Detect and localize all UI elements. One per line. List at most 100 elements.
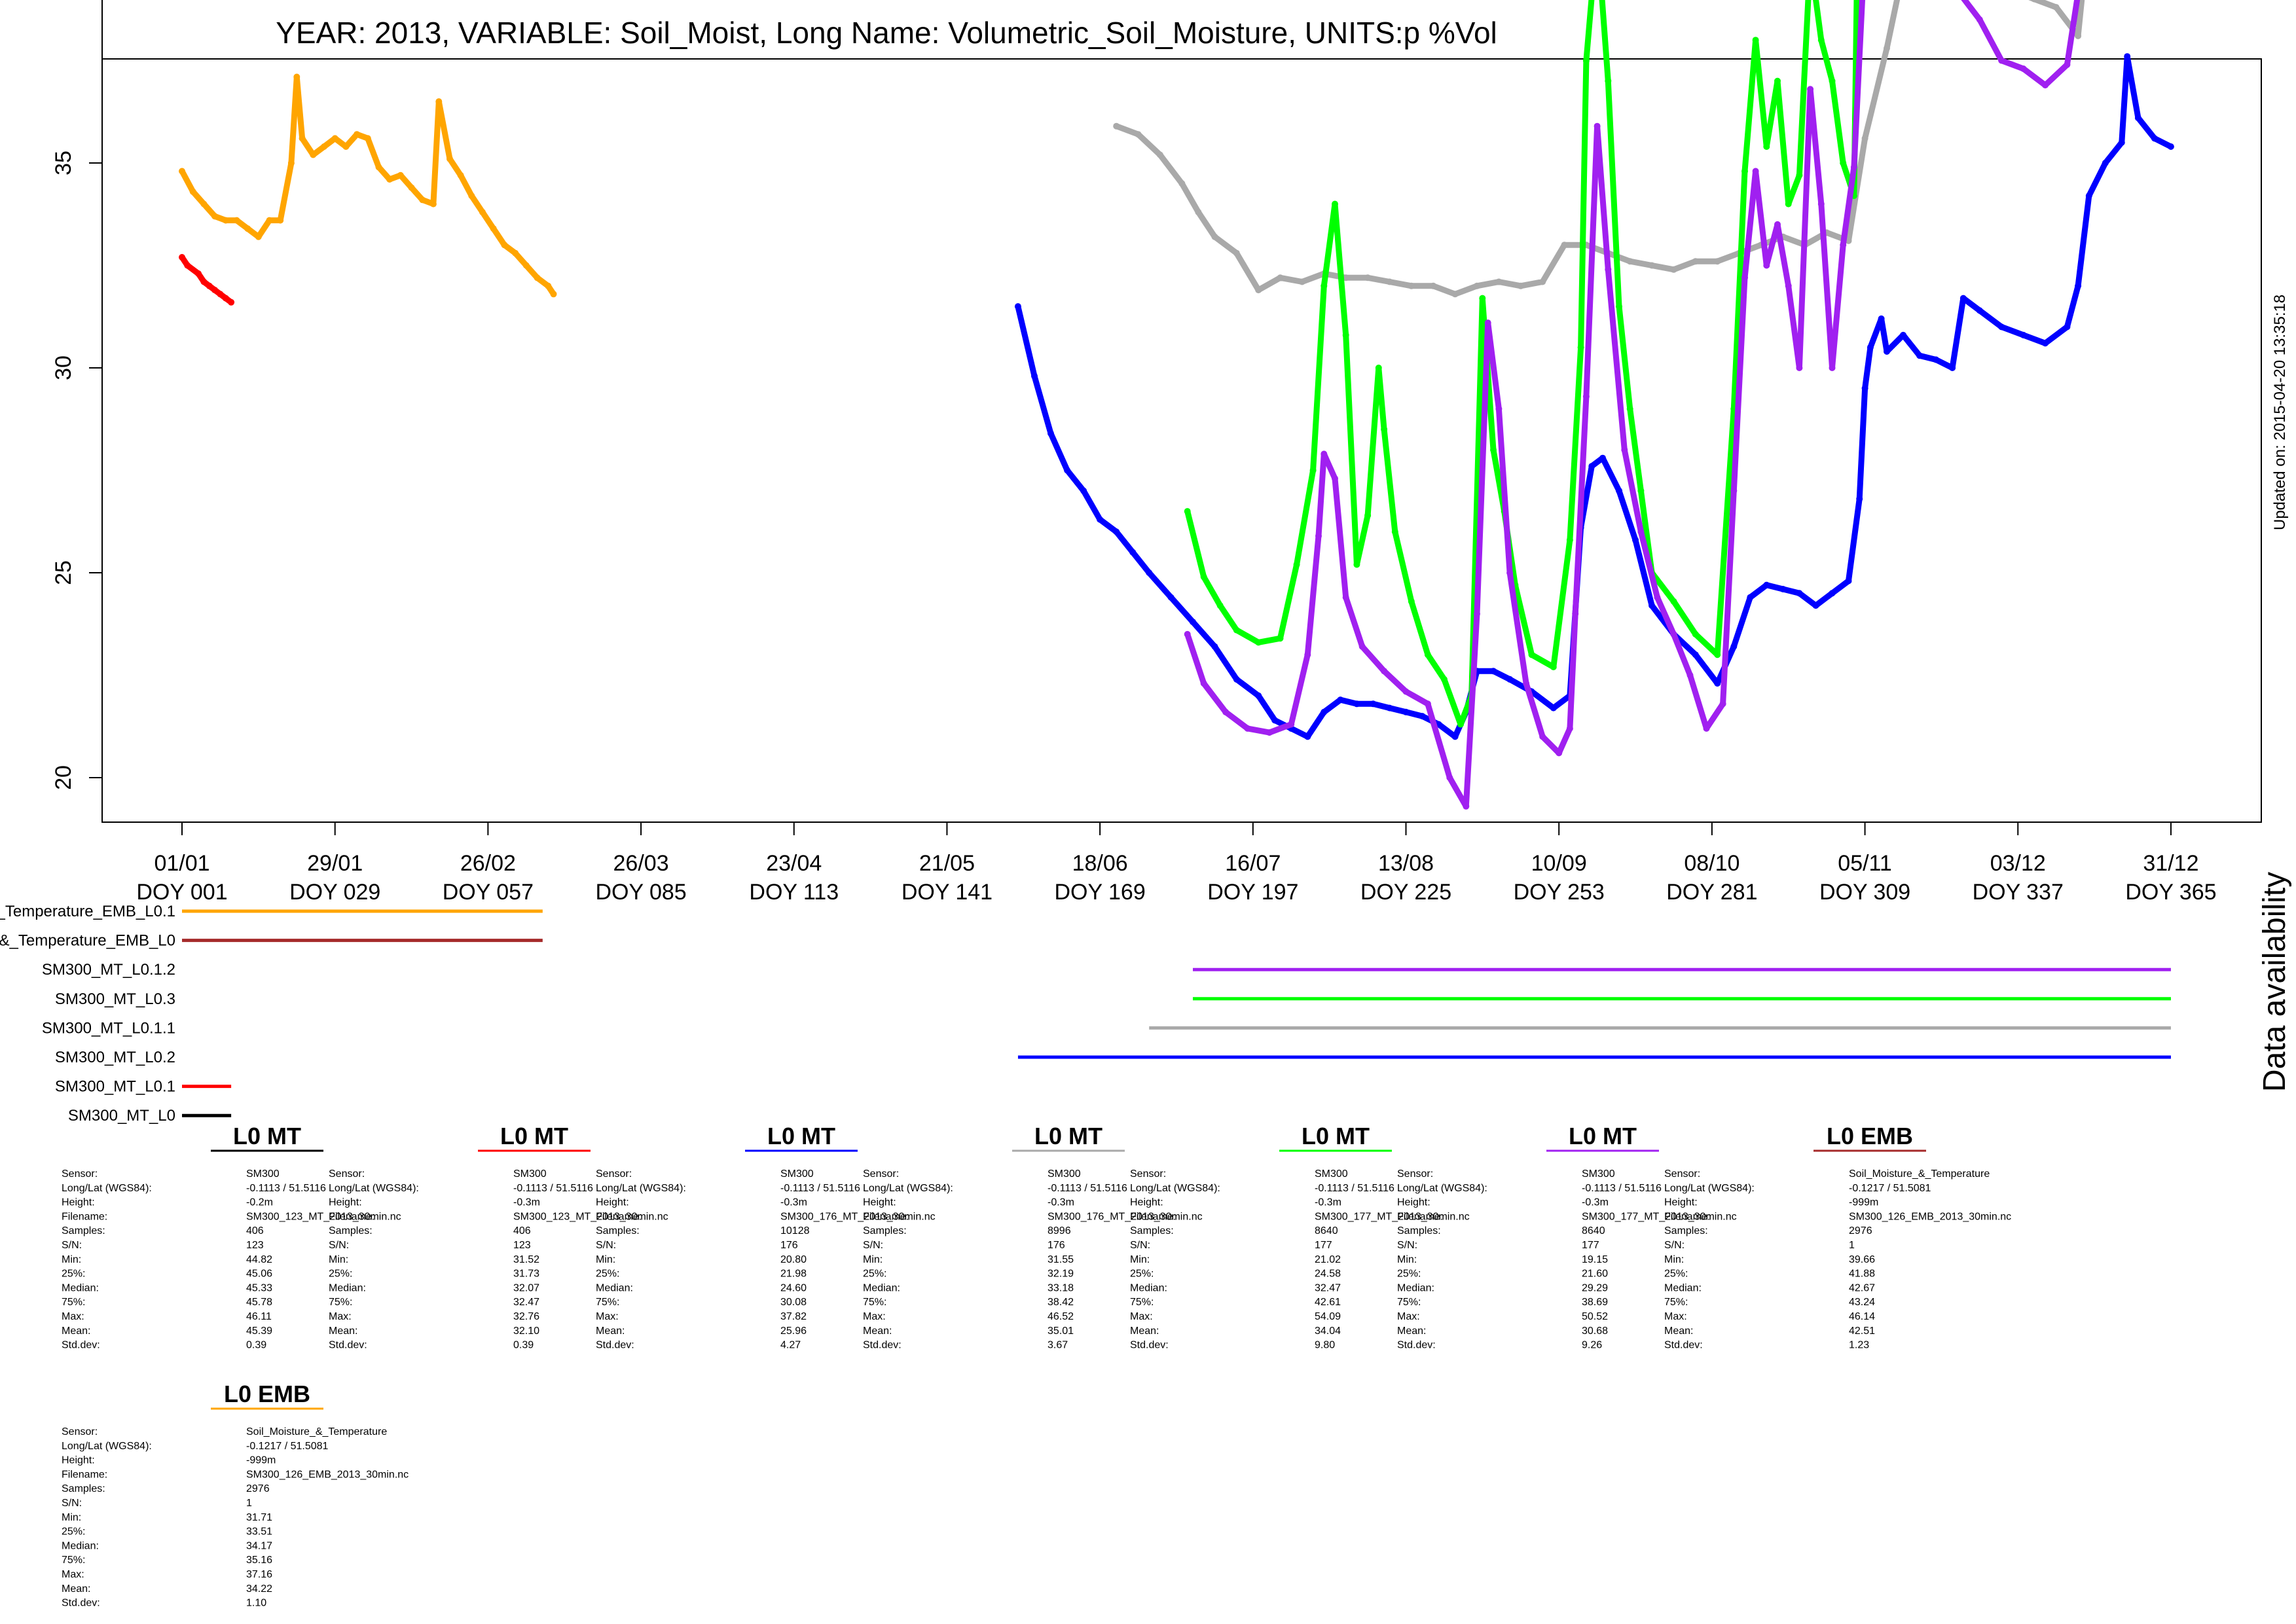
stat-value: 31.73: [513, 1269, 539, 1280]
stat-label: Height:: [1130, 1197, 1163, 1208]
data-point: [1861, 135, 1868, 142]
data-point: [1561, 242, 1568, 249]
stat-value: 8996: [1048, 1225, 1071, 1236]
stat-label: Median:: [863, 1282, 900, 1293]
data-point: [1976, 16, 1983, 23]
x-tick-date: 08/10: [1684, 851, 1740, 876]
stat-panel-3: L0 MT Sensor: SM300 Long/Lat (WGS84): -0.111…: [863, 1123, 1203, 1351]
data-point: [534, 274, 541, 281]
x-tick-date: 21/05: [919, 851, 975, 876]
stat-label: Sensor:: [62, 1426, 98, 1437]
x-tick-date: 13/08: [1378, 851, 1434, 876]
stat-panel-6: L0 EMB Sensor: Soil_Moisture_&_Temperature…: [1664, 1123, 2011, 1351]
stat-value: SM300: [1582, 1168, 1615, 1180]
stat-label: Filename:: [1397, 1211, 1443, 1222]
data-point: [1785, 282, 1792, 289]
stat-label: Filename:: [863, 1211, 909, 1222]
data-point: [1703, 725, 1710, 732]
stat-value: 123: [246, 1240, 264, 1251]
data-point: [1884, 348, 1890, 355]
x-tick-date: 10/09: [1531, 851, 1587, 876]
data-point: [1484, 319, 1491, 327]
x-tick-date: 03/12: [1990, 851, 2046, 876]
stat-label: 75%:: [1397, 1297, 1421, 1308]
series-2: [1014, 53, 2174, 740]
data-point: [1479, 295, 1486, 302]
stat-label: 25%:: [1664, 1269, 1688, 1280]
stat-value: 406: [246, 1225, 264, 1236]
data-point: [1233, 676, 1240, 683]
data-point: [1402, 708, 1410, 715]
stat-value: SM300_176_MT_2013_30min.nc: [780, 1211, 936, 1222]
data-point: [468, 192, 475, 200]
stat-value: -0.1217 / 51.5081: [246, 1441, 329, 1452]
data-point: [1277, 635, 1284, 642]
data-point: [2075, 32, 2082, 39]
y-tick-label: 20: [51, 765, 76, 790]
data-point: [1845, 577, 1852, 585]
data-point: [2020, 331, 2027, 338]
stat-value: -0.1113 / 51.5116: [780, 1183, 860, 1194]
stat-label: Min:: [1397, 1254, 1417, 1265]
data-point: [457, 171, 464, 179]
stat-value: -999m: [1849, 1197, 1878, 1208]
data-point: [1490, 668, 1497, 675]
data-point: [1216, 602, 1224, 609]
stat-label: Samples:: [863, 1225, 907, 1236]
stat-label: Samples:: [62, 1225, 105, 1236]
data-point: [1430, 282, 1437, 289]
stat-panel-0: L0 MT Sensor: SM300 Long/Lat (WGS84): -0.111…: [62, 1123, 401, 1351]
data-point: [1184, 630, 1191, 638]
data-point: [1342, 594, 1349, 601]
data-point: [228, 298, 235, 306]
stat-value: -0.3m: [1582, 1197, 1609, 1208]
data-point: [1255, 692, 1262, 699]
stat-label: Min:: [62, 1254, 81, 1265]
data-point: [1752, 168, 1759, 175]
data-point: [1298, 278, 1305, 285]
data-point: [2052, 4, 2060, 11]
stat-value: 32.47: [1315, 1282, 1341, 1293]
stat-label: Samples:: [1397, 1225, 1441, 1236]
stat-label: Median:: [62, 1540, 99, 1551]
data-point: [1850, 164, 1857, 171]
stat-label: S/N:: [1397, 1240, 1417, 1251]
stat-label: Sensor:: [329, 1168, 365, 1180]
stat-label: Filename:: [329, 1211, 374, 1222]
x-tick-label: DOY 197: [1207, 880, 1298, 905]
data-point: [266, 217, 273, 224]
stat-value: Soil_Moisture_&_Temperature: [1849, 1168, 1990, 1180]
x-tick-date: 05/11: [1838, 851, 1892, 876]
data-point: [2031, 0, 2038, 3]
x-tick-date: 26/03: [613, 851, 669, 876]
data-point: [1730, 487, 1738, 494]
data-point: [1556, 749, 1563, 757]
stat-value: SM300_126_EMB_2013_30min.nc: [246, 1469, 409, 1480]
data-point: [331, 135, 338, 142]
x-tick-label: DOY 169: [1055, 880, 1146, 905]
stat-label: Height:: [863, 1197, 896, 1208]
data-point: [1719, 700, 1726, 708]
data-point: [1048, 430, 1054, 437]
stat-value: 45.06: [246, 1269, 272, 1280]
data-point: [1692, 651, 1699, 659]
stat-value: 2976: [1849, 1225, 1872, 1236]
stat-value: 31.55: [1048, 1254, 1074, 1265]
data-point: [211, 287, 219, 294]
data-point: [1763, 143, 1770, 150]
stat-label: 75%:: [1130, 1297, 1154, 1308]
data-point: [1080, 487, 1087, 494]
data-point: [512, 249, 519, 257]
stat-value: -0.1113 / 51.5116: [1315, 1183, 1394, 1194]
data-point: [179, 254, 185, 261]
stat-label: Max:: [62, 1569, 84, 1580]
data-point: [2020, 65, 2027, 72]
data-point: [1381, 668, 1388, 675]
stat-label: 25%:: [1130, 1269, 1154, 1280]
stat-label: Std.dev:: [62, 1340, 100, 1351]
x-tick-label: DOY 141: [902, 880, 993, 905]
data-point: [1506, 569, 1514, 576]
stat-label: Long/Lat (WGS84):: [1397, 1183, 1487, 1194]
data-point: [1741, 274, 1748, 281]
stat-label: Mean:: [329, 1326, 357, 1337]
